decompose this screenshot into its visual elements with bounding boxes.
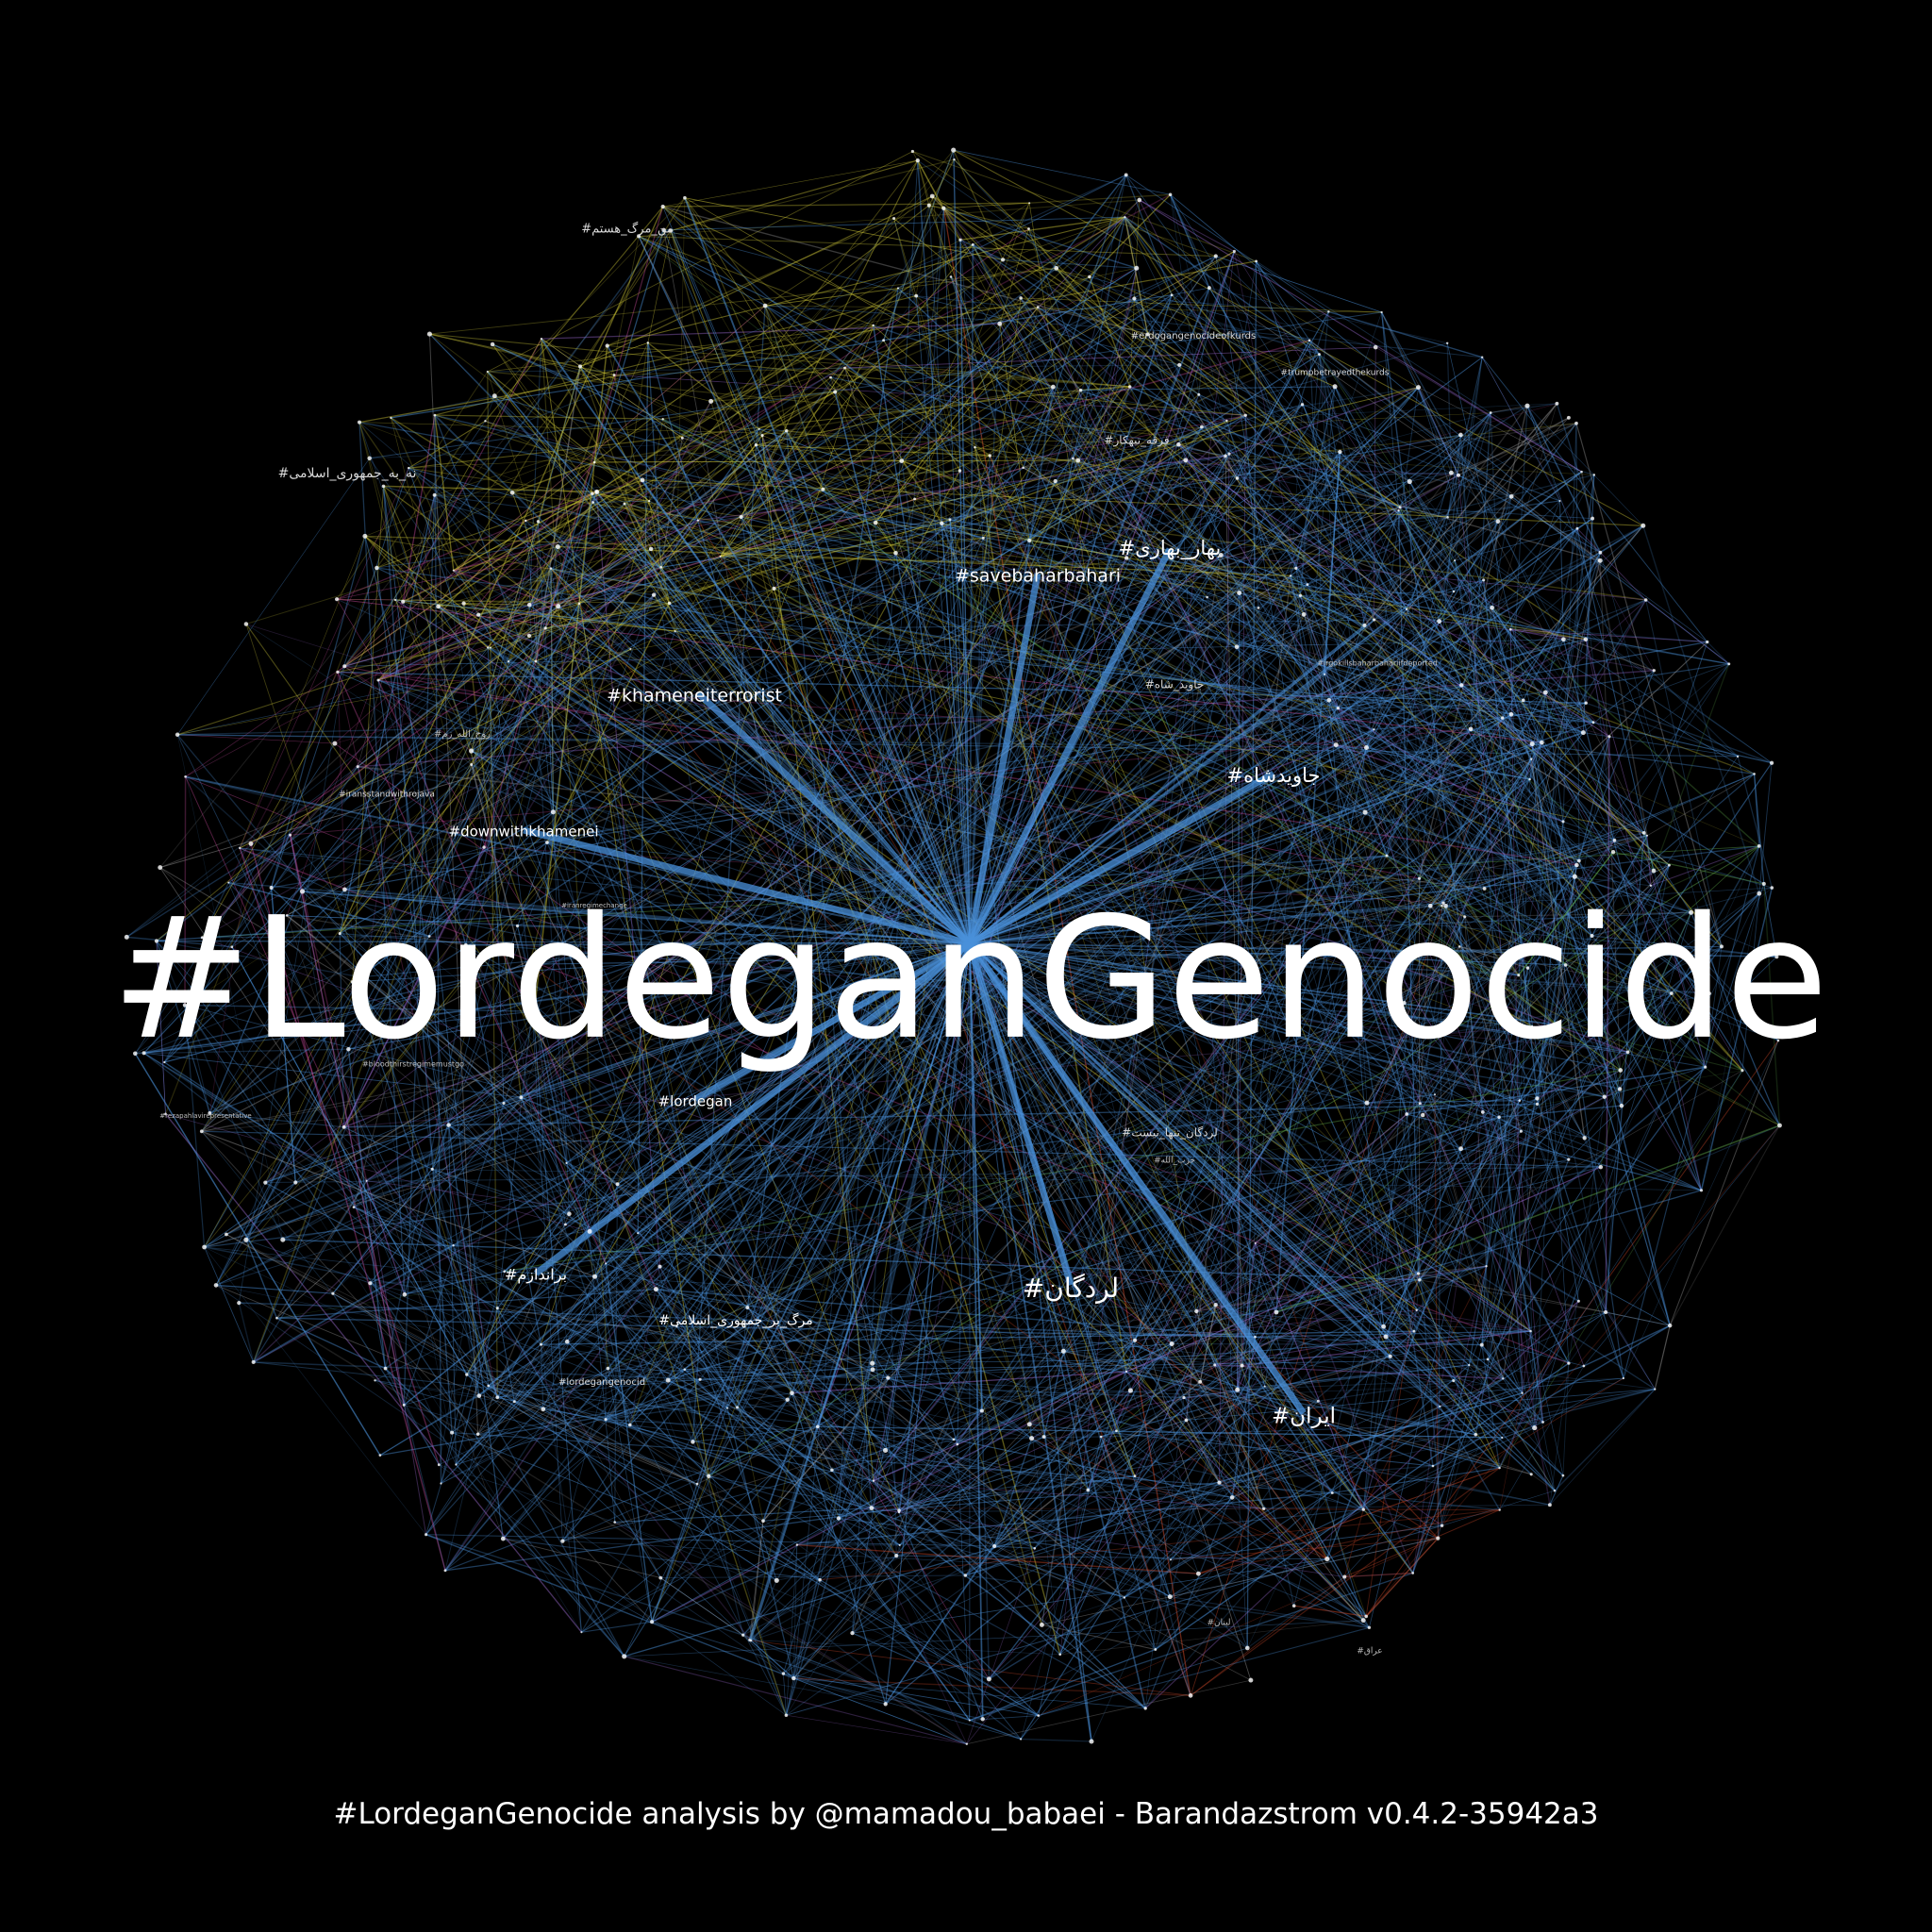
label-iranregimechange: #iranregimechange bbox=[561, 902, 627, 909]
label-lordegan-fa: #لردگان bbox=[1023, 1273, 1119, 1304]
hub-title: #LordeganGenocide bbox=[111, 881, 1829, 1076]
label-hezbollah: #حزب_الله bbox=[1154, 1157, 1195, 1166]
node-labels: #savebaharbahari #بهار_بهاری #khameneite… bbox=[159, 221, 1438, 1657]
label-iran-fa: #ایران bbox=[1272, 1405, 1336, 1429]
label-baraandazam: #براندازم bbox=[505, 1266, 567, 1285]
label-lordegan-tanha: #لردگان_تنها_نیست bbox=[1122, 1126, 1217, 1141]
label-marg-jomhouri: #مرگ_بر_جمهوری_اسلامی bbox=[658, 1311, 812, 1328]
label-lebanon: #لبنان bbox=[1207, 1619, 1230, 1628]
label-lordegan: #lordegan bbox=[658, 1093, 733, 1110]
label-downwithkhamenei: #downwithkhamenei bbox=[449, 824, 599, 841]
label-iransstandwithrojava: #iransstandwithrojava bbox=[339, 791, 435, 800]
label-khameneiterrorist: #khameneiterrorist bbox=[607, 686, 782, 707]
network-nodes bbox=[124, 147, 1782, 1745]
label-trumpbetrayedthekurds: #trumpbetrayedthekurds bbox=[1281, 369, 1390, 378]
label-javidshah: #جاویدشاه bbox=[1227, 764, 1321, 787]
label-iraq: #عراق bbox=[1357, 1647, 1382, 1657]
label-bloodthirstregimemustgo: #bloodthirstregimemustgo bbox=[362, 1060, 464, 1069]
hub-edges bbox=[135, 150, 1777, 1742]
label-rezapahlavirepresentative: #rezapahlavirepresentative bbox=[159, 1112, 251, 1120]
label-bahar-bahari: #بهار_بهاری bbox=[1119, 537, 1222, 560]
label-javid-shah: #جاوید_شاه bbox=[1145, 678, 1205, 692]
label-irgokillbaharbahari: #irgokillsbaharbahariifdeported bbox=[1317, 659, 1438, 668]
network-edges bbox=[125, 149, 1781, 1745]
label-savebaharbahari: #savebaharbahari bbox=[955, 566, 1121, 587]
label-rouhollah: #روح_الله_زم bbox=[434, 729, 491, 740]
label-erdogangenocideofkurds: #erdogangenocideofkurds bbox=[1131, 331, 1256, 341]
label-man-marg: #من_مرگ_هستم bbox=[581, 221, 674, 237]
label-ferghe-tabahkar: #فرقه_تبهکار bbox=[1104, 434, 1169, 448]
label-na-jomhouri: #نه_به_جمهوری_اسلامی bbox=[278, 466, 417, 481]
footer-credit: #LordeganGenocide analysis by @mamadou_b… bbox=[333, 1797, 1599, 1831]
label-lordegangenocid: #lordegangenocid bbox=[558, 1377, 645, 1388]
